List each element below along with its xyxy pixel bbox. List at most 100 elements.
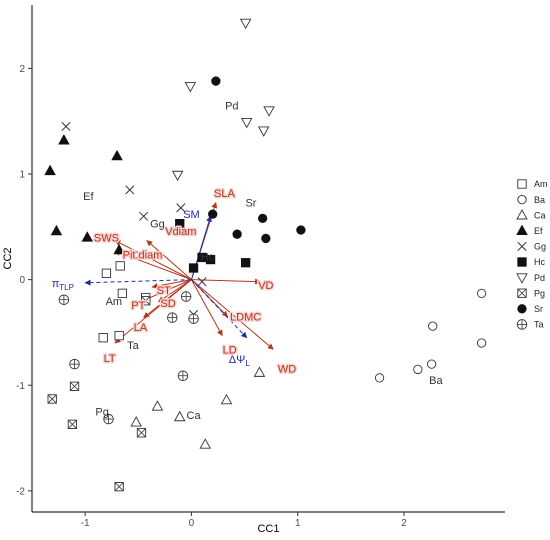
trait-label: LT	[104, 353, 116, 365]
legend-item: Pg	[517, 288, 545, 298]
data-point	[261, 233, 271, 244]
legend-marker	[517, 257, 527, 267]
data-point	[239, 18, 252, 30]
trait-label: VD	[258, 280, 273, 292]
data-point	[58, 294, 70, 305]
data-points	[44, 18, 487, 492]
data-point	[176, 203, 186, 213]
data-point	[117, 288, 127, 299]
legend-label: Ta	[534, 320, 544, 330]
legend-marker	[517, 288, 527, 298]
data-point	[69, 381, 80, 391]
legend-label: Gg	[534, 242, 546, 252]
species-label: Hc	[201, 251, 215, 263]
data-point	[173, 410, 186, 422]
trait-label: LD	[223, 344, 237, 356]
species-label: Pg	[95, 407, 108, 419]
y-axis-title: CC2	[2, 247, 14, 269]
species-label: Ca	[187, 410, 202, 422]
data-point	[240, 258, 251, 268]
legend-label: Am	[534, 179, 548, 189]
data-point	[58, 134, 70, 145]
x-axis-title: CC1	[257, 523, 279, 535]
data-point	[125, 185, 135, 195]
species-label: Sr	[245, 198, 256, 210]
data-point	[205, 254, 216, 265]
y-tick-label: -1	[16, 381, 25, 392]
legend-item: Am	[517, 179, 548, 189]
x-tick-label: 1	[295, 518, 301, 529]
vector-arrow	[114, 250, 192, 281]
vector-arrow	[191, 279, 223, 337]
data-point	[171, 170, 184, 182]
data-point	[211, 76, 221, 86]
data-point	[167, 312, 178, 323]
vector-arrow	[191, 278, 262, 285]
species-label: Ta	[127, 340, 140, 352]
trait-labels: SLA SM Vdiam SWS Pit.diam VD LDMC LD WD ST PT SD LA L…	[52, 187, 298, 377]
species-label: Ba	[429, 375, 443, 387]
data-point	[428, 321, 438, 331]
data-point	[69, 358, 80, 370]
data-point	[115, 261, 125, 271]
species-labels: Am Ba Ca Ef Gg Hc Pd Pg Sr Ta	[83, 100, 443, 421]
legend-marker	[517, 179, 527, 189]
data-point	[177, 370, 189, 381]
y-tick-label: 0	[19, 275, 25, 286]
axis-ticks: -1 0 1 2 -2 -1 0 1 2	[16, 64, 407, 529]
legend-label: Sr	[534, 304, 543, 314]
data-point	[220, 393, 233, 405]
vector-arrow	[146, 240, 192, 281]
data-point	[103, 413, 114, 425]
data-point	[208, 209, 218, 219]
data-point	[175, 218, 185, 229]
legend-item: Ta	[516, 319, 544, 330]
x-tick-label: 0	[189, 518, 195, 529]
data-point	[188, 263, 199, 273]
legend-marker	[517, 194, 527, 205]
data-point	[180, 291, 192, 302]
trait-label: PT	[131, 300, 145, 312]
y-tick-label: 1	[19, 170, 25, 181]
y-tick-label: 2	[19, 64, 25, 75]
data-point	[136, 428, 147, 438]
trait-label: LA	[134, 322, 148, 334]
vector-arrow	[191, 279, 274, 350]
vector-arrow	[114, 279, 192, 344]
x-tick-label: 2	[401, 518, 407, 529]
data-point	[184, 82, 197, 93]
legend-label: Hc	[534, 257, 545, 267]
data-point	[197, 277, 207, 287]
y-tick-label: -2	[16, 486, 25, 497]
data-point	[199, 438, 212, 449]
data-point	[188, 313, 199, 324]
data-point	[476, 288, 487, 299]
legend-item: Gg	[517, 241, 546, 252]
data-point	[44, 164, 56, 176]
data-point	[476, 338, 487, 348]
trait-label: SM	[183, 209, 200, 221]
trait-vectors	[84, 201, 274, 350]
legend-marker	[517, 304, 527, 314]
trait-label: WD	[278, 363, 296, 375]
species-label: Am	[106, 296, 123, 308]
legend-label: Pg	[534, 288, 545, 298]
data-point	[61, 121, 71, 132]
data-point	[253, 366, 266, 377]
legend-label: Pd	[534, 273, 545, 283]
data-point	[141, 296, 151, 306]
data-point	[67, 419, 78, 429]
legend-label: Ef	[534, 226, 543, 236]
data-point	[98, 333, 108, 343]
trait-label: Vdiam	[165, 226, 196, 238]
data-point	[81, 231, 94, 242]
legend-marker	[517, 241, 527, 251]
trait-label: LDMC	[230, 312, 261, 324]
legend-item: Ef	[516, 224, 543, 236]
data-point	[50, 224, 63, 236]
data-point	[151, 400, 164, 411]
trait-label: SWS	[94, 232, 119, 244]
x-tick-label: -1	[81, 518, 90, 529]
data-point	[47, 394, 57, 404]
data-point	[101, 268, 112, 278]
